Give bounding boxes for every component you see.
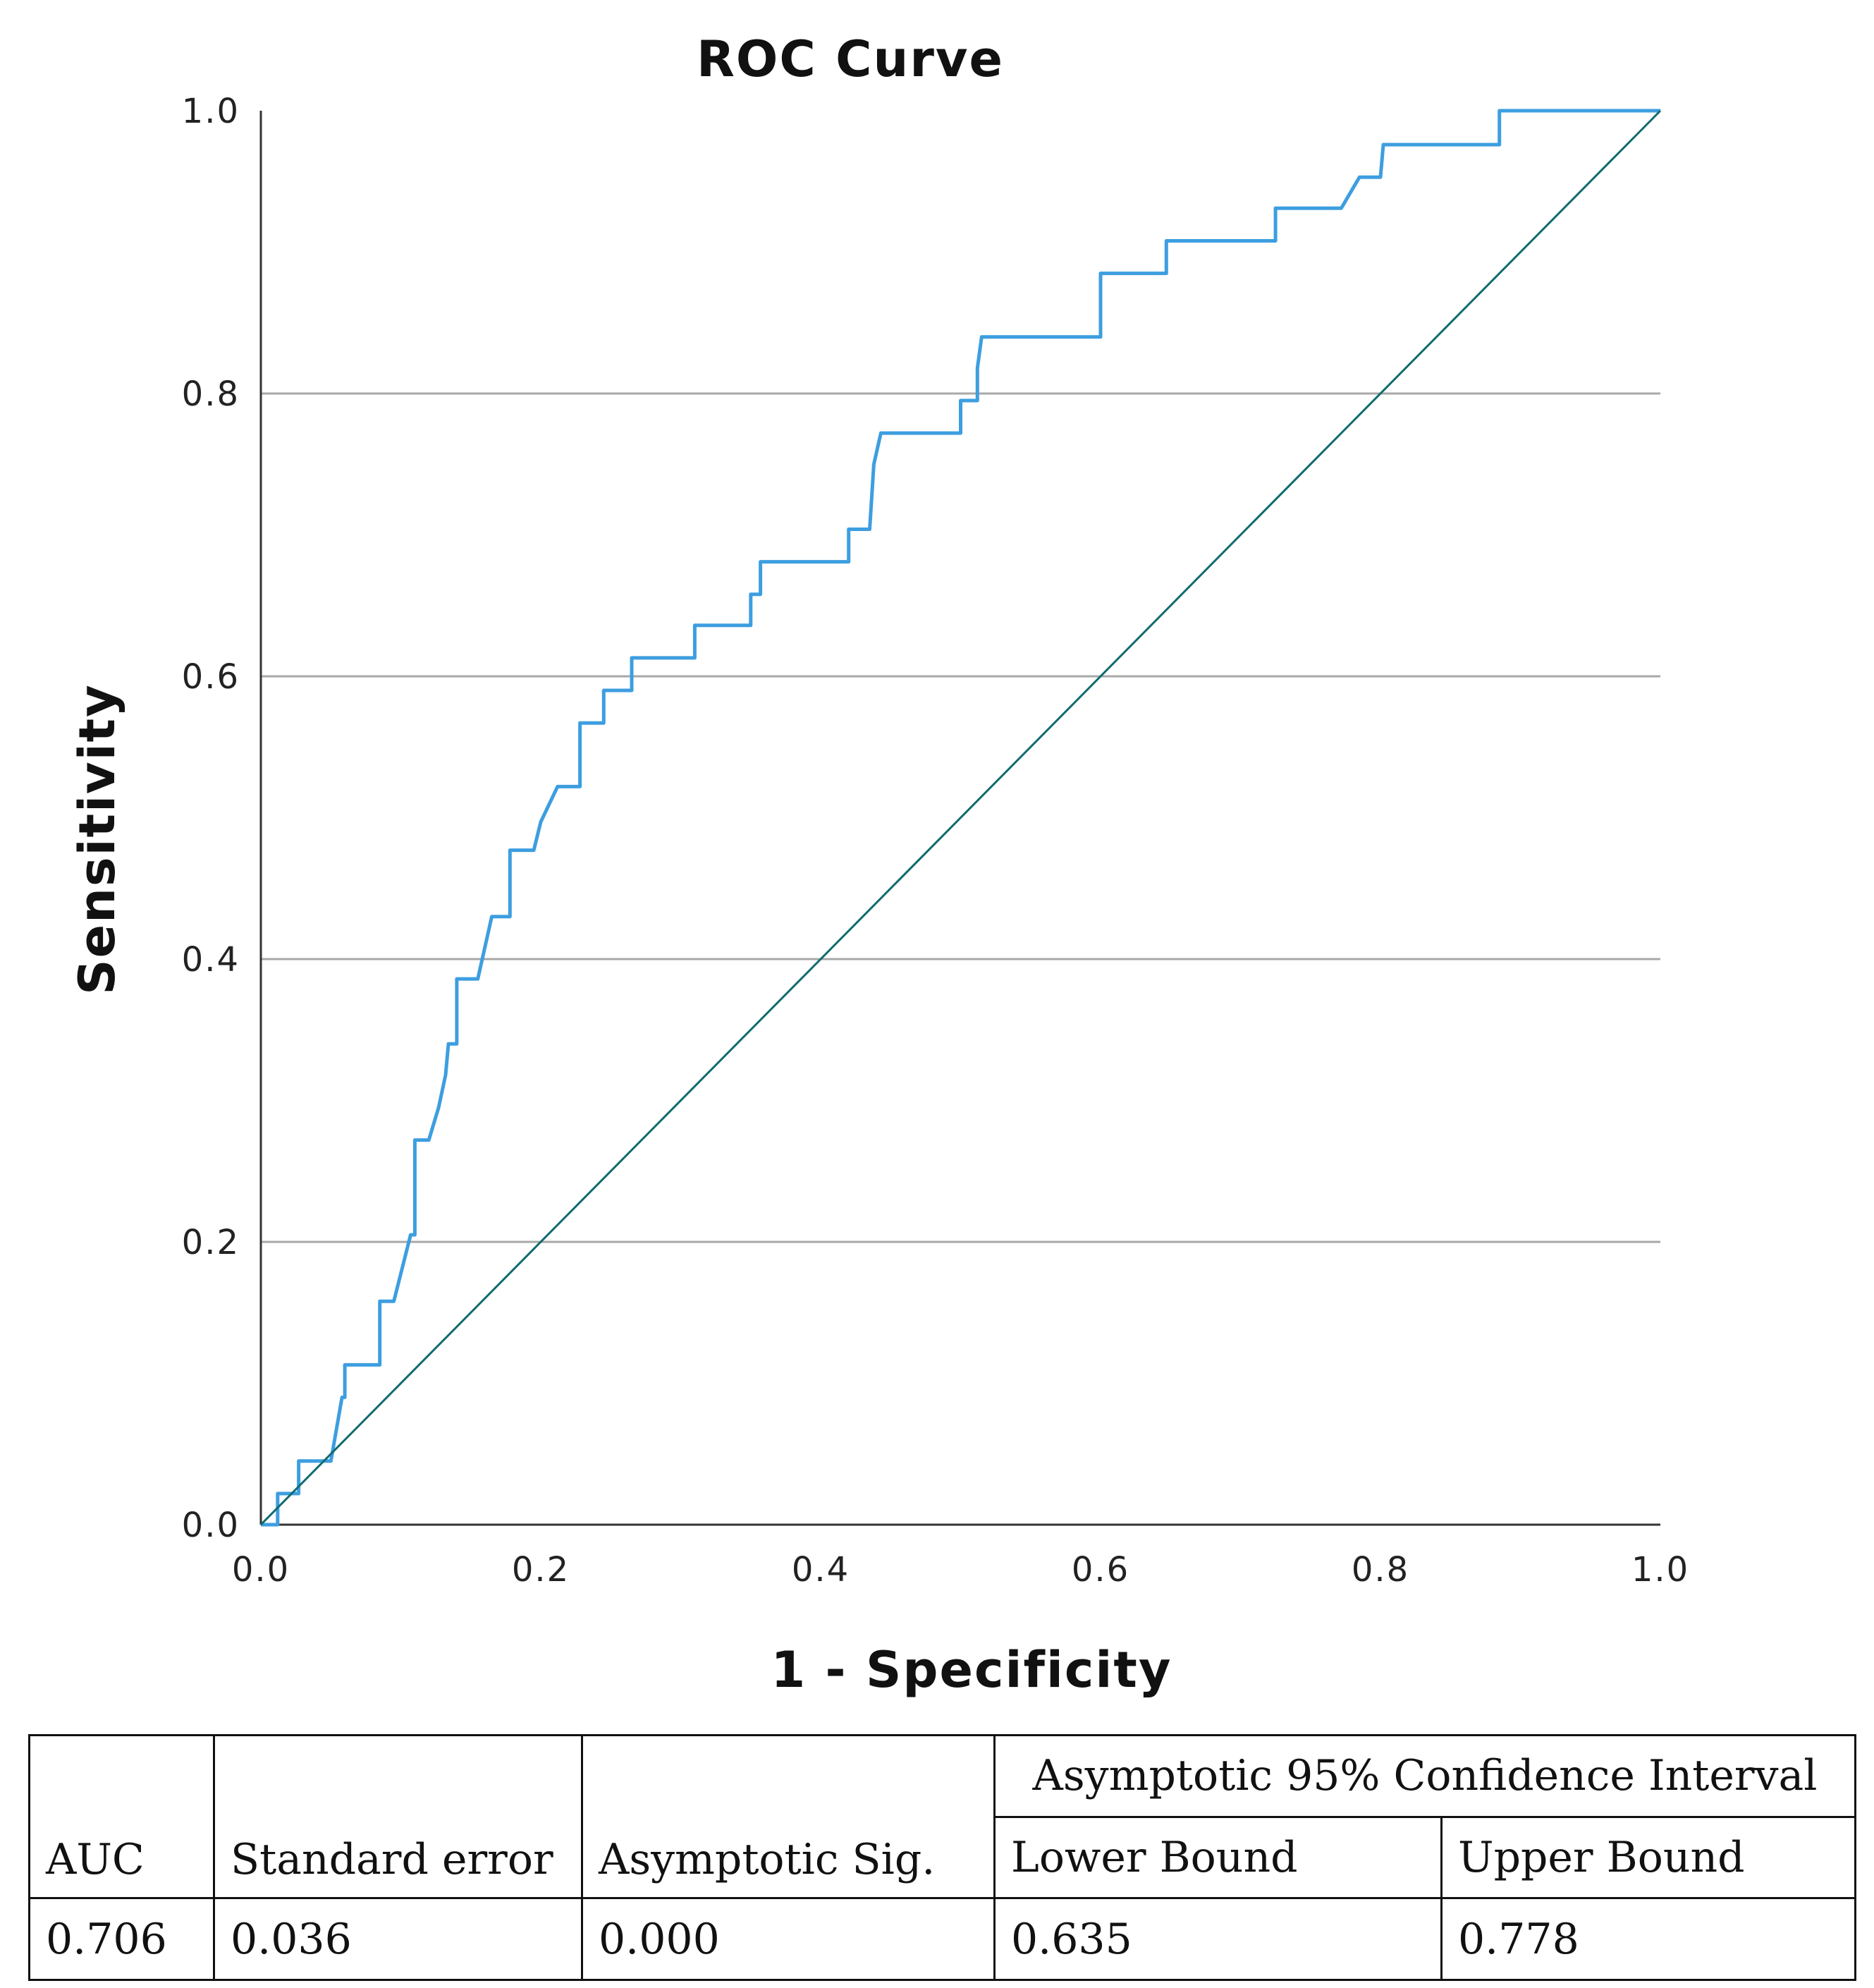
series-lines xyxy=(259,109,1662,1527)
x-tick-label: 0.8 xyxy=(1352,1550,1409,1590)
y-tick-label: 0.6 xyxy=(182,657,240,697)
x-tick-label: 0.4 xyxy=(792,1550,850,1590)
cell-standard-error: 0.036 xyxy=(213,1897,583,1981)
axes xyxy=(259,111,1660,1526)
x-axis-label: 1 - Specificity xyxy=(771,1641,1172,1699)
cell-lower-bound: 0.635 xyxy=(993,1897,1443,1981)
gridlines xyxy=(261,392,1660,1243)
header-upper-bound: Upper Bound xyxy=(1440,1815,1856,1900)
x-tick-label: 1.0 xyxy=(1631,1550,1689,1590)
header-standard-error: Standard error xyxy=(213,1733,583,1900)
auc-stats-table: AUC Standard error Asymptotic Sig. Asymp… xyxy=(28,1733,1856,1981)
header-auc: AUC xyxy=(28,1733,215,1900)
y-tick-label: 1.0 xyxy=(182,92,240,131)
roc-chart: ROC Curve 0.0 0.2 0.4 0.6 0.8 1.0 0.00.20.40.… xyxy=(68,30,1689,1699)
header-confidence-interval: Asymptotic 95% Confidence Interval xyxy=(993,1734,1856,1818)
x-tick-labels: 0.0 0.2 0.4 0.6 0.8 1.0 xyxy=(232,1550,1689,1590)
cell-auc: 0.706 xyxy=(28,1897,215,1981)
x-tick-label: 0.2 xyxy=(512,1550,570,1590)
header-lower-bound: Lower Bound xyxy=(993,1815,1443,1900)
y-tick-label: 0.2 xyxy=(182,1223,240,1262)
y-axis-label: Sensitivity xyxy=(68,683,126,995)
y-tick-label: 0.4 xyxy=(182,940,240,980)
y-tick-label: 0.0 xyxy=(182,1506,240,1545)
header-asymptotic-sig: Asymptotic Sig. xyxy=(581,1733,996,1900)
y-tick-label: 0.8 xyxy=(182,374,240,414)
y-tick-labels: 0.0 0.2 0.4 0.6 0.8 1.0 xyxy=(182,92,240,1545)
x-tick-label: 0.6 xyxy=(1072,1550,1129,1590)
cell-upper-bound: 0.778 xyxy=(1440,1897,1856,1981)
cell-asymptotic-sig: 0.000 xyxy=(581,1897,996,1981)
chart-title: ROC Curve xyxy=(697,30,1004,88)
x-tick-label: 0.0 xyxy=(232,1550,290,1590)
reference-diagonal-line xyxy=(259,109,1662,1526)
roc-curve-line xyxy=(261,109,1660,1527)
